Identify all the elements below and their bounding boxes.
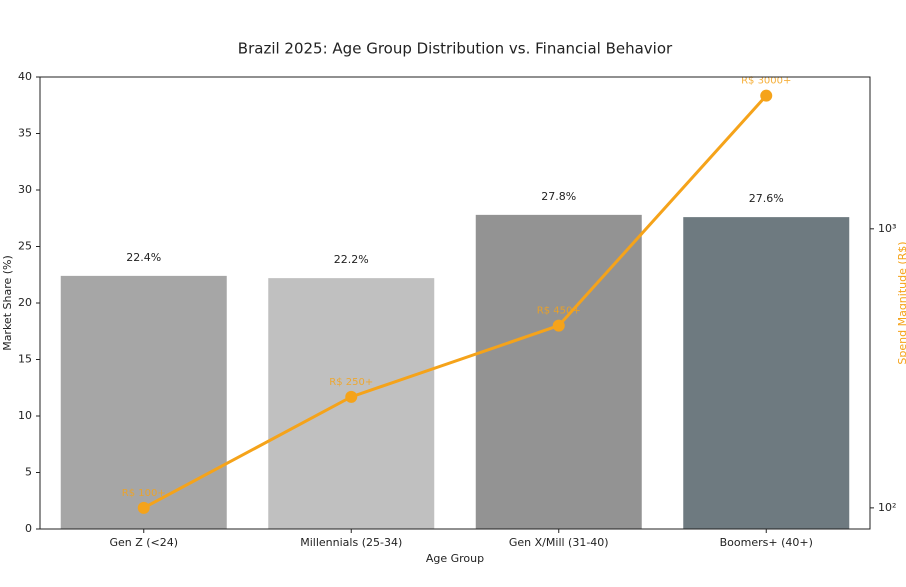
y-tick-label: 35: [18, 127, 32, 140]
line-value-label: R$ 450+: [537, 306, 581, 317]
y-tick-label: 5: [25, 466, 32, 479]
x-axis-label: Age Group: [426, 552, 484, 565]
line-value-label: R$ 250+: [329, 377, 373, 388]
y-tick-label: 30: [18, 183, 32, 196]
line-value-label: R$ 3000+: [741, 76, 791, 87]
line-point: [345, 390, 358, 403]
y2-tick-label: 10²: [878, 501, 896, 514]
bar-value-label: 27.8%: [541, 190, 576, 203]
bar: [683, 217, 850, 529]
line-point: [137, 501, 150, 514]
y-tick-label: 10: [18, 409, 32, 422]
x-tick-label: Gen X/Mill (31-40): [509, 536, 609, 549]
bar-value-label: 27.6%: [749, 192, 784, 205]
y-axis-label: Market Share (%): [1, 255, 14, 351]
line-point: [552, 319, 565, 332]
y-tick-label: 25: [18, 240, 32, 253]
y-tick-label: 15: [18, 353, 32, 366]
y-tick-label: 20: [18, 296, 32, 309]
y2-tick-label: 10³: [878, 222, 896, 235]
bar-value-label: 22.2%: [334, 253, 369, 266]
chart-title: Brazil 2025: Age Group Distribution vs. …: [238, 40, 673, 58]
x-tick-label: Boomers+ (40+): [720, 536, 813, 549]
y-tick-label: 0: [25, 522, 32, 535]
line-point: [760, 89, 773, 102]
bar: [475, 214, 642, 530]
y2-axis-label: Spend Magnitude (R$): [896, 241, 906, 364]
bar: [60, 275, 227, 529]
line-value-label: R$ 100+: [122, 488, 166, 499]
x-tick-label: Millennials (25-34): [300, 536, 402, 549]
x-tick-label: Gen Z (<24): [109, 536, 178, 549]
bar: [268, 278, 435, 529]
bar-value-label: 22.4%: [126, 251, 161, 264]
line: [143, 94, 768, 510]
y-tick-label: 40: [18, 70, 32, 83]
